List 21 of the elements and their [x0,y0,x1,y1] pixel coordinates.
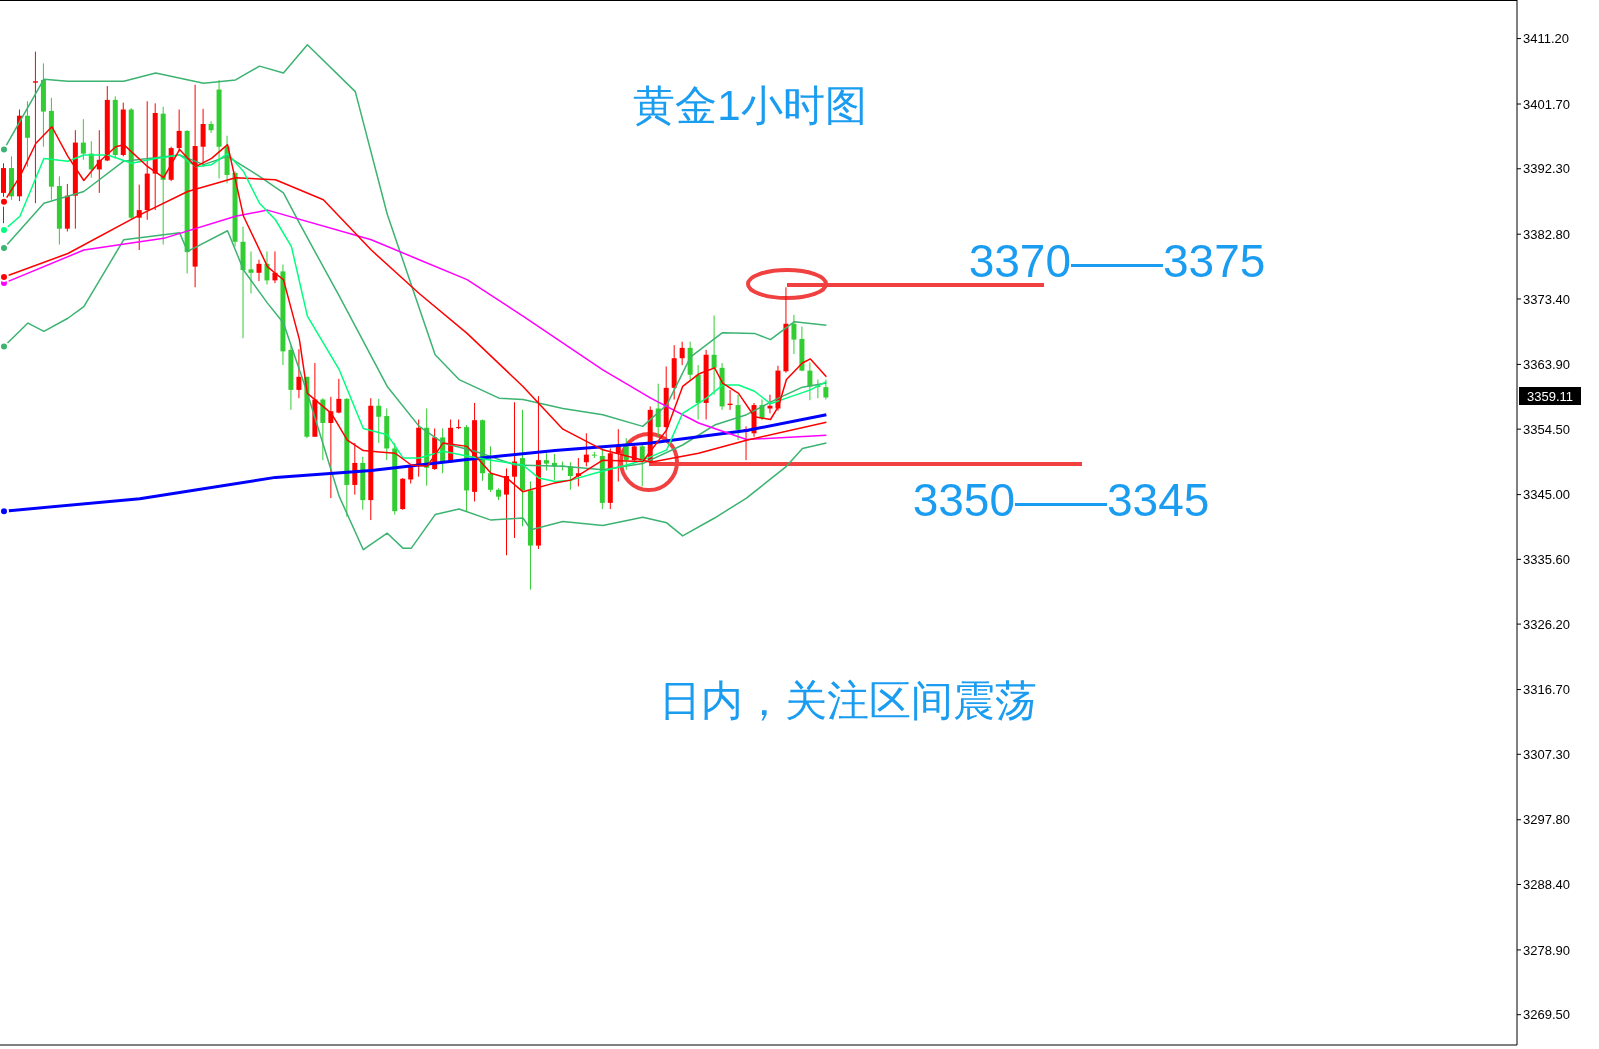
y-tick-label: 3326.20 [1523,616,1570,632]
y-tick-label: 3363.90 [1523,357,1570,373]
text: 黄金1小时图 [632,81,868,131]
y-tick-label: 3307.30 [1523,746,1570,762]
y-tick-label: 3335.60 [1523,551,1570,567]
y-tick-label: 3316.70 [1523,682,1570,698]
y-tick-label: 3392.30 [1523,161,1570,177]
y-tick-label: 3411.20 [1523,31,1570,47]
y-tick-label: 3382.80 [1523,226,1570,242]
y-tick-label: 3345.00 [1523,487,1570,503]
y-tick-label: 3278.90 [1523,942,1570,958]
y-tick-label: 3269.50 [1523,1007,1570,1023]
y-tick-label: 3288.40 [1523,877,1570,893]
y-tick-label: 3373.40 [1523,291,1570,307]
y-tick-label: 3401.70 [1523,96,1570,112]
annotation: 3350——3345 [912,474,1210,526]
text: 3359.11 [1526,389,1574,404]
annotation: 日内，关注区间震荡 [659,676,1037,724]
y-tick-label: 3297.80 [1523,812,1570,828]
y-tick-label: 3354.50 [1523,421,1570,437]
annotation: 3370——3375 [968,235,1266,287]
